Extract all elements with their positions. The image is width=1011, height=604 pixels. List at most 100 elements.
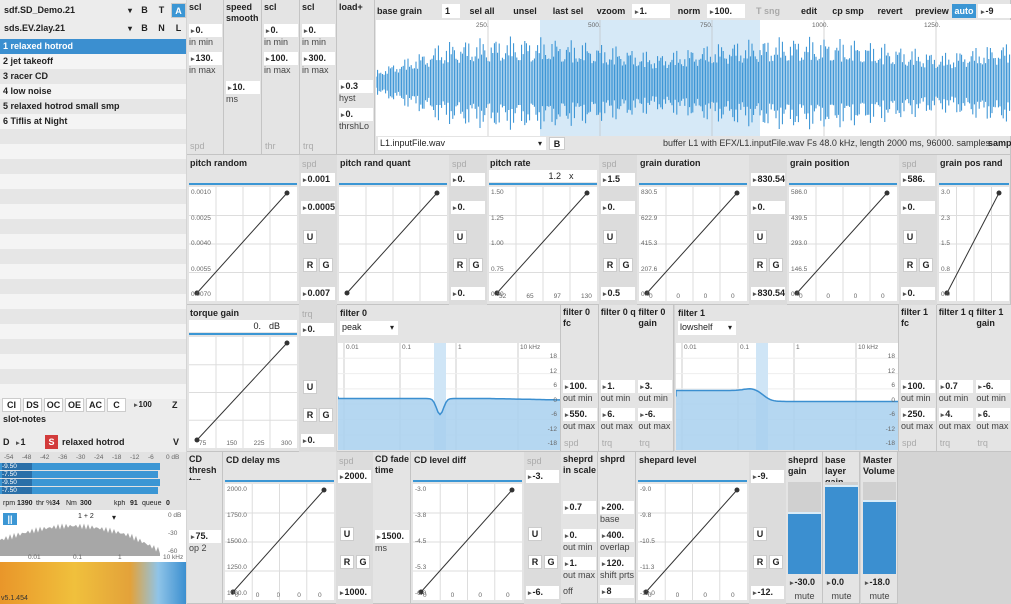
g-button[interactable]: G bbox=[544, 555, 558, 569]
r-button[interactable]: R bbox=[753, 258, 767, 272]
preset-item[interactable]: 3 racer CD bbox=[0, 69, 186, 84]
preset-item[interactable]: 5 relaxed hotrod small smp bbox=[0, 99, 186, 114]
value-field[interactable]: 10. bbox=[226, 81, 260, 94]
g-button[interactable]: G bbox=[769, 555, 783, 569]
slot-button[interactable]: DS bbox=[23, 398, 42, 412]
toolbar-item[interactable]: auto bbox=[952, 4, 976, 18]
filter-type-menu[interactable]: peak bbox=[340, 321, 398, 335]
value-field[interactable]: -12. bbox=[751, 586, 784, 599]
g-button[interactable]: G bbox=[769, 258, 783, 272]
preset-button[interactable]: B bbox=[137, 21, 152, 36]
slot-button[interactable]: C bbox=[107, 398, 126, 412]
value-field[interactable]: 0. bbox=[264, 24, 298, 37]
value-field[interactable]: 0. bbox=[451, 201, 485, 214]
value-field[interactable]: 0. bbox=[563, 529, 596, 542]
value-field[interactable]: 830.54 bbox=[751, 287, 785, 300]
value-field[interactable]: 0. bbox=[451, 287, 485, 300]
step-field[interactable]: 100 bbox=[134, 398, 170, 412]
mode-button[interactable]: D bbox=[3, 437, 10, 447]
value-field[interactable]: 0. bbox=[339, 108, 373, 121]
value-field[interactable]: 586. bbox=[901, 173, 935, 186]
value-field[interactable]: 1. bbox=[600, 380, 635, 393]
value-field[interactable]: 75. bbox=[189, 530, 221, 543]
value-field[interactable]: 4. bbox=[938, 408, 973, 421]
preset-button[interactable]: B bbox=[137, 3, 152, 18]
value-field[interactable]: 250. bbox=[901, 408, 935, 421]
g-button[interactable]: G bbox=[469, 258, 483, 272]
value-field[interactable]: 0. bbox=[301, 323, 334, 336]
value-field[interactable]: -6. bbox=[526, 586, 559, 599]
value-field[interactable]: 0.7 bbox=[563, 501, 596, 514]
slot-button[interactable]: CI bbox=[2, 398, 21, 412]
value-field[interactable]: 0. bbox=[301, 434, 334, 447]
solo-button[interactable]: S bbox=[45, 435, 58, 449]
preset-item[interactable]: 6 Tiflis at Night bbox=[0, 114, 186, 129]
value-field[interactable]: 1.5 bbox=[601, 173, 635, 186]
value-field[interactable]: 1000. bbox=[338, 586, 371, 599]
toolbar-item[interactable]: cp smp bbox=[832, 6, 864, 16]
preset-menu[interactable]: sds.EV.2lay.21 bbox=[2, 21, 136, 36]
value-field[interactable]: 8 bbox=[600, 585, 634, 598]
value-field[interactable]: 1500. bbox=[375, 530, 409, 543]
g-button[interactable]: G bbox=[319, 408, 333, 422]
g-button[interactable]: G bbox=[619, 258, 633, 272]
value-field[interactable]: 830.54 bbox=[751, 173, 785, 186]
value-field[interactable]: 400. bbox=[600, 529, 634, 542]
slot-button[interactable]: OE bbox=[65, 398, 84, 412]
preset-button[interactable]: T bbox=[154, 3, 169, 18]
value-field[interactable]: 0. bbox=[901, 287, 935, 300]
zoom-button[interactable]: Z bbox=[172, 400, 178, 410]
pause-button[interactable]: || bbox=[3, 513, 17, 525]
header-value[interactable]: 1.2 bbox=[548, 171, 561, 181]
value-field[interactable]: 0.5 bbox=[601, 287, 635, 300]
r-button[interactable]: R bbox=[303, 408, 317, 422]
value-field[interactable]: -6. bbox=[976, 380, 1011, 393]
value-field[interactable]: 0.0 bbox=[825, 576, 858, 589]
g-button[interactable]: G bbox=[356, 555, 370, 569]
value-field[interactable]: 2000. bbox=[338, 470, 371, 483]
preset-button[interactable]: A bbox=[171, 3, 186, 18]
value-field[interactable]: 0.001 bbox=[301, 173, 335, 186]
value-field[interactable]: 0. bbox=[189, 24, 222, 37]
preset-menu[interactable]: sdf.SD_Demo.21 bbox=[2, 3, 136, 18]
mute-button[interactable]: mute bbox=[869, 591, 890, 601]
r-button[interactable]: R bbox=[453, 258, 467, 272]
value-field[interactable]: 100. bbox=[264, 52, 298, 65]
value-field[interactable]: 0.3 bbox=[339, 80, 373, 93]
u-button[interactable]: U bbox=[453, 230, 467, 244]
value-field[interactable]: -3. bbox=[526, 470, 559, 483]
u-button[interactable]: U bbox=[753, 230, 767, 244]
value-field[interactable]: 0. bbox=[751, 201, 785, 214]
value-field[interactable]: 0. bbox=[302, 24, 335, 37]
view-button[interactable]: V bbox=[173, 437, 180, 447]
value-field[interactable]: 130. bbox=[189, 52, 222, 65]
value-field[interactable]: 200. bbox=[600, 501, 634, 514]
r-button[interactable]: R bbox=[903, 258, 917, 272]
g-button[interactable]: G bbox=[319, 258, 333, 272]
toolbar-item[interactable]: T sng bbox=[756, 6, 780, 16]
value-field[interactable]: 0.7 bbox=[938, 380, 973, 393]
header-value[interactable]: 0. bbox=[253, 321, 261, 331]
toolbar-item[interactable]: -9 bbox=[978, 4, 1011, 18]
slot-button[interactable]: AC bbox=[86, 398, 105, 412]
toolbar-item[interactable]: revert bbox=[877, 6, 903, 16]
channel-menu[interactable]: 1 + 2 bbox=[78, 513, 120, 524]
value-field[interactable]: 1. bbox=[563, 557, 596, 570]
buffer-button[interactable]: B bbox=[549, 137, 565, 150]
value-field[interactable]: 100. bbox=[563, 380, 597, 393]
mute-button[interactable]: mute bbox=[794, 591, 815, 601]
value-field[interactable]: -30.0 bbox=[788, 576, 821, 589]
preset-item[interactable]: 2 jet takeoff bbox=[0, 54, 186, 69]
toolbar-item[interactable]: unsel bbox=[513, 6, 537, 16]
value-field[interactable]: -6. bbox=[638, 408, 673, 421]
u-button[interactable]: U bbox=[528, 527, 542, 541]
toolbar-item[interactable]: edit bbox=[800, 6, 817, 16]
toolbar-item[interactable]: preview bbox=[915, 6, 949, 16]
value-field[interactable]: 550. bbox=[563, 408, 597, 421]
preset-item[interactable]: 4 low noise bbox=[0, 84, 186, 99]
u-button[interactable]: U bbox=[603, 230, 617, 244]
toolbar-item[interactable]: 1 bbox=[442, 4, 460, 18]
toolbar-item[interactable]: sel all bbox=[469, 6, 495, 16]
u-button[interactable]: U bbox=[303, 230, 317, 244]
value-field[interactable]: 0. bbox=[601, 201, 635, 214]
